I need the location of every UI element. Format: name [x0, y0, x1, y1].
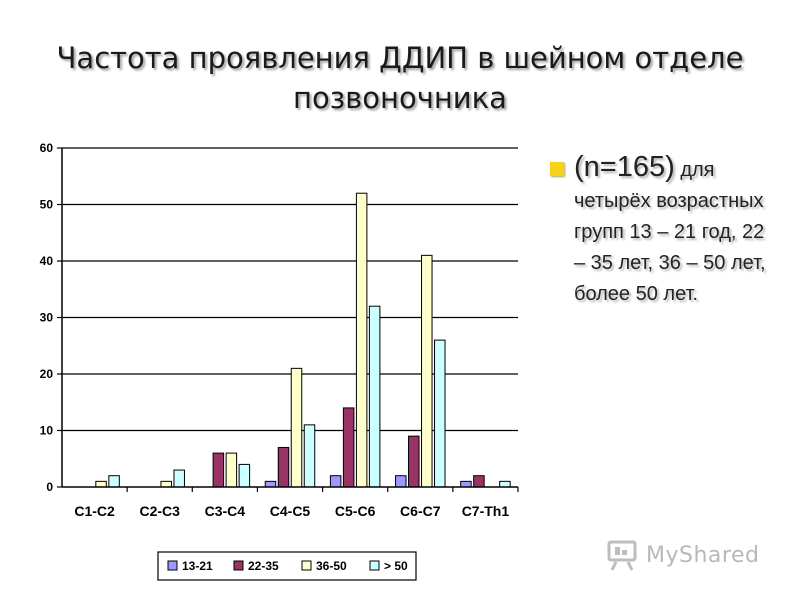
chart-x-ticks: C1-C2 C2-C3 C3-C4 C4-C5 C5-C6 C6-C7 C7-Th1	[74, 487, 519, 519]
note-text-block: (n=165) для четырёх возрастных групп 13 …	[574, 152, 770, 310]
note-description: для четырёх возрастных групп 13 – 21 год…	[574, 159, 766, 305]
y-tick-label: 40	[40, 254, 54, 268]
myshared-logo: MyShared	[606, 536, 759, 574]
bar	[160, 480, 172, 488]
bar	[264, 480, 277, 488]
bar	[277, 446, 290, 488]
projector-icon	[607, 540, 637, 571]
bar	[225, 452, 238, 488]
bar	[342, 407, 355, 488]
title-line-2: позвоночника	[293, 81, 507, 115]
x-tick-label: C4-C5	[270, 503, 311, 519]
x-tick-label: C7-Th1	[462, 503, 510, 519]
x-tick-label: C6-C7	[400, 503, 441, 519]
bar	[460, 480, 472, 488]
x-tick-label: C1-C2	[74, 503, 115, 519]
bar	[329, 475, 342, 488]
bar	[355, 192, 368, 488]
bar	[238, 463, 251, 488]
x-tick-label: C2-C3	[139, 503, 180, 519]
x-tick-label: C5-C6	[335, 503, 376, 519]
x-tick-label: C3-C4	[205, 503, 246, 519]
note-bullet: (n=165) для четырёх возрастных групп 13 …	[550, 152, 770, 310]
legend-swatch	[301, 560, 312, 571]
y-tick-label: 30	[40, 311, 54, 325]
chart-bars	[95, 192, 511, 488]
legend-swatch	[233, 560, 244, 571]
y-tick-label: 60	[40, 141, 54, 155]
note-sample-size: (n=165)	[574, 151, 675, 183]
title-line-1: Частота проявления ДДИП в шейном отделе	[56, 41, 744, 75]
bar	[212, 452, 225, 488]
legend-swatch	[369, 560, 380, 571]
bar	[303, 424, 316, 488]
legend-label: 36-50	[316, 559, 347, 573]
chart-legend: 13-21 22-35 36-50 > 50	[157, 551, 417, 581]
y-tick-label: 10	[40, 424, 54, 438]
bar	[108, 475, 120, 488]
bar	[368, 305, 381, 488]
bar	[173, 469, 185, 488]
y-tick-label: 0	[46, 480, 53, 494]
bar	[395, 475, 407, 488]
chart-axes	[61, 148, 518, 488]
bar	[473, 475, 485, 488]
y-tick-label: 50	[40, 198, 54, 212]
legend-label: 13-21	[182, 559, 213, 573]
logo-text: MyShared	[646, 542, 760, 568]
bar	[290, 367, 303, 488]
y-tick-label: 20	[40, 367, 54, 381]
chart-grid	[62, 147, 518, 432]
bar	[434, 339, 446, 488]
bar	[408, 435, 420, 488]
bar	[95, 480, 107, 488]
bar	[421, 254, 433, 488]
chart-y-ticks: 0 10 20 30 40 50 60	[40, 141, 62, 494]
legend-label: > 50	[384, 559, 408, 573]
bullet-square-icon	[550, 162, 564, 176]
slide-title: Частота проявления ДДИП в шейном отделе …	[20, 38, 780, 118]
legend-label: 22-35	[248, 559, 279, 573]
bar	[499, 480, 511, 488]
legend-swatch	[167, 560, 178, 571]
